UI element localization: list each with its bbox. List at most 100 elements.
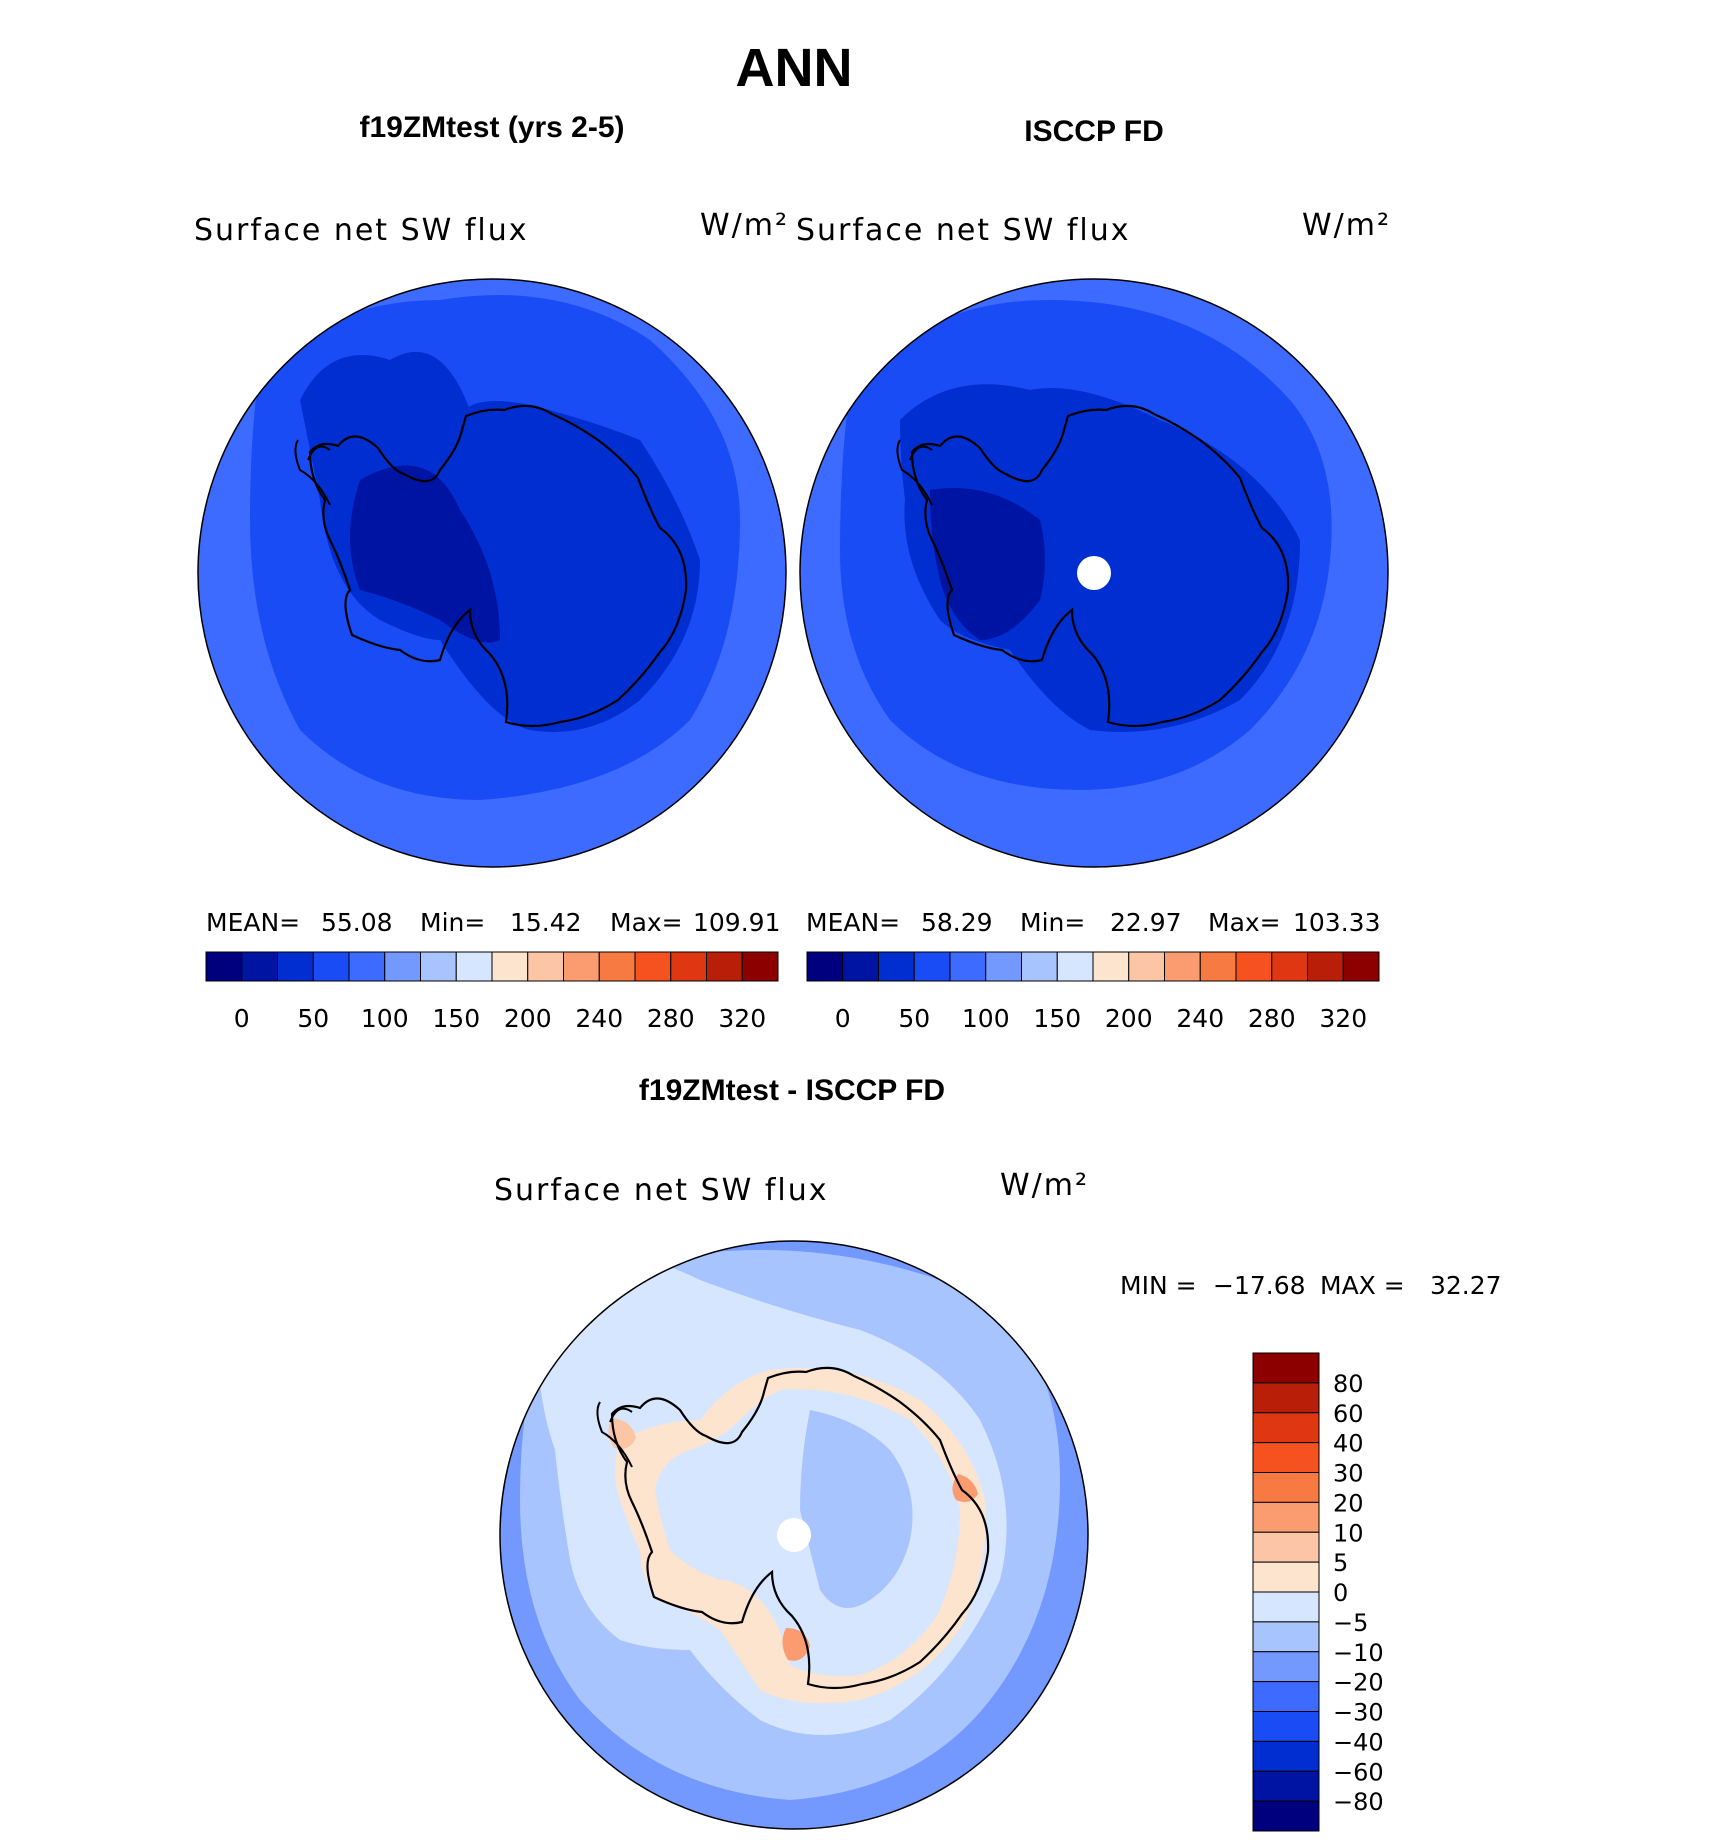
panel-model-max-label: Max= [610, 908, 683, 937]
colorbar-tick-label: 200 [504, 1004, 552, 1033]
colorbar-tick-label: 60 [1333, 1400, 1364, 1428]
colorbar-tick-label: −5 [1333, 1609, 1368, 1637]
colorbar-tick-label: −40 [1333, 1728, 1384, 1756]
colorbar-cell [1252, 1800, 1320, 1832]
colorbar-tick-label: 0 [1333, 1579, 1348, 1607]
colorbar-model [205, 951, 779, 982]
panel-model-title: f19ZMtest (yrs 2-5) [359, 111, 624, 144]
colorbar-tick-label: 0 [835, 1004, 851, 1033]
panel-model-max: 109.91 [693, 908, 780, 937]
colorbar-cell [1252, 1591, 1320, 1623]
colorbar-obs-ticks: 0 50 100 150 200 240 280 320 [835, 1004, 1367, 1033]
colorbar-tick-label: 50 [898, 1004, 930, 1033]
colorbar-cell [205, 951, 243, 982]
colorbar-tick-label: 320 [718, 1004, 766, 1033]
panel-model-mean-label: MEAN= [206, 908, 300, 937]
map-obs-pole-hole [1077, 556, 1111, 590]
map-obs-ross-zone [930, 488, 1045, 640]
map-model-continent-zone [300, 351, 700, 732]
colorbar-tick-label: 240 [575, 1004, 623, 1033]
panel-diff-title: f19ZMtest - ISCCP FD [639, 1074, 945, 1107]
panel-obs-min: 22.97 [1110, 908, 1182, 937]
colorbar-cell [277, 951, 314, 982]
colorbar-tick-label: 150 [1033, 1004, 1081, 1033]
panel-obs: ISCCP FD Surface net SW flux W/m² MEAN= … [796, 115, 1391, 1033]
colorbar-tick-label: 0 [234, 1004, 250, 1033]
colorbar-tick-label: −60 [1333, 1758, 1384, 1786]
map-diff-interior-blue [800, 1410, 913, 1608]
panel-diff: f19ZMtest - ISCCP FD Surface net SW flux… [494, 1074, 1502, 1832]
colorbar-cell [348, 951, 386, 982]
colorbar-tick-label: 80 [1333, 1370, 1364, 1398]
panel-obs-units: W/m² [1302, 208, 1391, 243]
colorbar-cell [1252, 1531, 1320, 1563]
map-obs-border [799, 278, 1389, 868]
colorbar-cell [1252, 1412, 1320, 1444]
colorbar-cell [1252, 1651, 1320, 1683]
colorbar-model-ticks: 0 50 100 150 200 240 280 320 [234, 1004, 766, 1033]
colorbar-cell [1252, 1382, 1320, 1414]
colorbar-cell [806, 951, 844, 982]
colorbar-cell [670, 951, 707, 982]
colorbar-tick-label: 50 [297, 1004, 329, 1033]
panel-diff-variable: Surface net SW flux [494, 1173, 829, 1208]
colorbar-cell [1252, 1442, 1320, 1473]
colorbar-tick-label: 5 [1333, 1549, 1348, 1577]
colorbar-cell [1252, 1561, 1320, 1593]
map-model-coastline [308, 404, 688, 728]
map-model-border [197, 278, 787, 868]
colorbar-tick-label: 10 [1333, 1519, 1364, 1547]
colorbar-cell [634, 951, 672, 982]
colorbar-tick-label: −80 [1333, 1788, 1384, 1816]
colorbar-cell [563, 951, 600, 982]
colorbar-cell [1021, 951, 1058, 982]
colorbar-cell [420, 951, 457, 982]
panel-obs-mean-label: MEAN= [806, 908, 900, 937]
panel-diff-min-label: MIN = [1120, 1271, 1197, 1300]
panel-obs-min-label: Min= [1020, 908, 1085, 937]
colorbar-cell [878, 951, 915, 982]
colorbar-diff [1252, 1352, 1320, 1832]
colorbar-cell [1092, 951, 1130, 982]
map-diff-pole-hole [777, 1518, 811, 1552]
colorbar-cell [1307, 951, 1344, 982]
panel-obs-variable: Surface net SW flux [796, 213, 1131, 248]
figure-title: ANN [736, 38, 853, 98]
panel-model-min-label: Min= [420, 908, 485, 937]
colorbar-cell [455, 951, 493, 982]
panel-diff-max: 32.27 [1430, 1271, 1502, 1300]
panel-obs-title: ISCCP FD [1024, 115, 1163, 148]
panel-obs-max: 103.33 [1293, 908, 1380, 937]
colorbar-cell [1252, 1501, 1320, 1533]
colorbar-tick-label: 100 [361, 1004, 409, 1033]
panel-diff-max-label: MAX = [1320, 1271, 1405, 1300]
colorbar-tick-label: −20 [1333, 1669, 1384, 1697]
colorbar-tick-label: 280 [647, 1004, 695, 1033]
colorbar-cell [741, 951, 779, 982]
colorbar-cell [842, 951, 879, 982]
colorbar-cell [1271, 951, 1308, 982]
colorbar-cell [1164, 951, 1201, 982]
colorbar-cell [1235, 951, 1273, 982]
colorbar-tick-label: −10 [1333, 1639, 1384, 1667]
map-obs-peninsula [896, 439, 933, 506]
colorbar-cell [1252, 1740, 1320, 1772]
colorbar-cell [1252, 1621, 1320, 1653]
panel-model-variable: Surface net SW flux [194, 213, 529, 248]
colorbar-tick-label: 100 [962, 1004, 1010, 1033]
colorbar-cell [1199, 951, 1237, 982]
colorbar-cell [1252, 1472, 1320, 1503]
colorbar-cell [1056, 951, 1094, 982]
colorbar-tick-label: −30 [1333, 1699, 1384, 1727]
colorbar-cell [527, 951, 564, 982]
colorbar-cell [949, 951, 987, 982]
colorbar-tick-label: 240 [1176, 1004, 1224, 1033]
map-diff-peninsula [596, 1401, 633, 1468]
map-obs-coastline [910, 404, 1290, 728]
colorbar-cell [1252, 1711, 1320, 1742]
colorbar-cell [312, 951, 350, 982]
colorbar-cell [241, 951, 278, 982]
map-diff-coastline [610, 1366, 990, 1690]
map-model-peninsula [294, 439, 331, 506]
